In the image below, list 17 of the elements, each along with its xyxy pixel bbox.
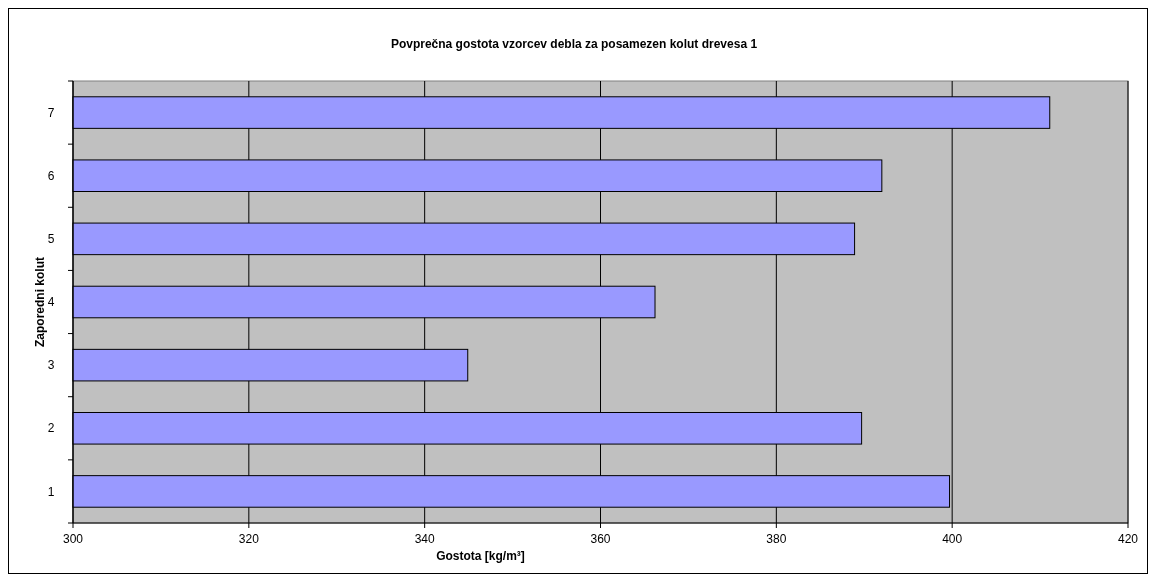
x-tick-label: 420	[1117, 532, 1139, 546]
y-tick-label: 6	[47, 168, 55, 183]
y-tick-label: 4	[47, 295, 55, 310]
y-tick-label: 7	[47, 105, 55, 120]
x-tick-label: 380	[766, 532, 787, 546]
x-tick-label: 340	[414, 532, 435, 546]
y-tick-label: 3	[47, 358, 55, 373]
y-tick-label: 5	[47, 232, 55, 247]
x-tick-label: 320	[238, 532, 260, 546]
x-axis-title: Gostota [kg/m³]	[436, 549, 525, 563]
y-tick-label: 1	[47, 484, 55, 499]
x-tick-label: 400	[942, 532, 963, 546]
x-tick-label: 300	[62, 532, 84, 546]
x-tick-label: 360	[590, 532, 611, 546]
chart-title: Povprečna gostota vzorcev debla za posamezen kolut drevesa 1	[390, 37, 758, 51]
y-tick-label: 2	[47, 421, 55, 436]
y-axis-title: Zaporedni kolut	[33, 257, 47, 347]
